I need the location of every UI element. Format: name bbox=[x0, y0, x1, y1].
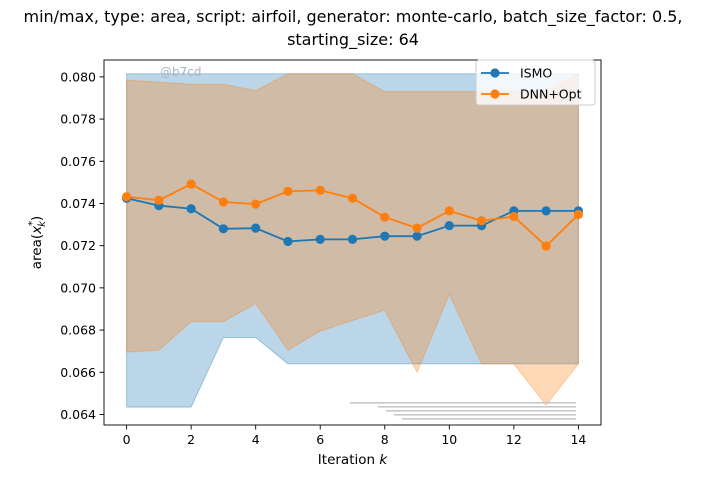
fine-print-line bbox=[394, 414, 576, 416]
fine-print-notes bbox=[350, 402, 576, 420]
x-axis-label-variable: k bbox=[379, 452, 388, 468]
point-dnn-opt-7 bbox=[347, 193, 358, 203]
point-ismo-9 bbox=[412, 231, 422, 241]
x-tick-label: 12 bbox=[506, 432, 522, 447]
y-tick-label: 0.080 bbox=[60, 69, 96, 84]
fine-print-line bbox=[386, 410, 576, 412]
legend-marker-ismo bbox=[490, 68, 500, 78]
y-tick-label: 0.074 bbox=[60, 196, 96, 211]
point-dnn-opt-5 bbox=[283, 186, 293, 196]
y-tick-label: 0.064 bbox=[60, 407, 96, 422]
point-dnn-opt-6 bbox=[315, 185, 325, 195]
point-dnn-opt-0 bbox=[121, 192, 132, 202]
x-tick-label: 2 bbox=[187, 432, 195, 447]
chart-title-line-2: starting_size: 64 bbox=[287, 30, 419, 50]
watermark: @b7cd bbox=[160, 65, 201, 79]
point-dnn-opt-11 bbox=[476, 216, 487, 226]
y-tick-label: 0.072 bbox=[60, 238, 96, 253]
y-tick-label: 0.078 bbox=[60, 112, 96, 127]
point-dnn-opt-8 bbox=[380, 212, 390, 222]
legend-marker-dnn-opt bbox=[490, 89, 500, 99]
x-tick-label: 4 bbox=[252, 432, 260, 447]
fine-print-line bbox=[402, 418, 576, 420]
x-tick-label: 8 bbox=[381, 432, 389, 447]
x-tick-label: 0 bbox=[123, 432, 131, 447]
point-dnn-opt-14 bbox=[573, 209, 584, 220]
point-dnn-opt-10 bbox=[444, 206, 454, 216]
plot-area-frame bbox=[103, 59, 602, 426]
y-tick-label: 0.076 bbox=[60, 154, 96, 169]
point-ismo-10 bbox=[444, 221, 454, 231]
x-axis-label-text: Iteration bbox=[318, 452, 380, 468]
point-dnn-opt-3 bbox=[218, 197, 229, 207]
x-tick-label: 14 bbox=[570, 432, 586, 447]
x-axis: 0 2 4 6 8 10 12 14 bbox=[123, 425, 586, 447]
legend: ISMO DNN+Opt bbox=[475, 59, 596, 106]
x-axis-label: Iteration k bbox=[318, 452, 389, 468]
y-axis-label: area(x*k) bbox=[27, 216, 48, 269]
point-dnn-opt-2 bbox=[186, 179, 196, 189]
y-tick-label: 0.068 bbox=[60, 323, 96, 338]
x-tick-label: 10 bbox=[441, 432, 457, 447]
chart-title: min/max, type: area, script: airfoil, ge… bbox=[23, 7, 682, 50]
point-ismo-5 bbox=[283, 236, 293, 247]
point-ismo-6 bbox=[315, 234, 325, 244]
point-ismo-2 bbox=[186, 204, 196, 214]
series-points bbox=[121, 179, 584, 251]
point-dnn-opt-12 bbox=[509, 211, 519, 222]
point-dnn-opt-9 bbox=[412, 223, 422, 233]
y-tick-label: 0.070 bbox=[60, 280, 96, 295]
y-axis: 0.064 0.066 0.068 0.070 0.072 0.074 0.076 0.078… bbox=[60, 69, 104, 422]
point-dnn-opt-1 bbox=[154, 195, 164, 205]
point-ismo-3 bbox=[218, 224, 229, 234]
point-dnn-opt-13 bbox=[541, 241, 551, 251]
fine-print-line bbox=[378, 406, 576, 408]
point-ismo-8 bbox=[380, 231, 390, 241]
y-tick-label: 0.066 bbox=[60, 365, 96, 380]
chart-title-line-1: min/max, type: area, script: airfoil, ge… bbox=[23, 7, 682, 27]
legend-label-dnn-opt: DNN+Opt bbox=[520, 87, 582, 102]
fine-print-line bbox=[350, 402, 576, 404]
point-dnn-opt-4 bbox=[251, 199, 261, 209]
point-ismo-7 bbox=[347, 234, 358, 244]
point-ismo-13 bbox=[541, 206, 551, 216]
point-ismo-4 bbox=[251, 223, 261, 233]
x-tick-label: 6 bbox=[316, 432, 324, 447]
legend-label-ismo: ISMO bbox=[520, 66, 552, 81]
